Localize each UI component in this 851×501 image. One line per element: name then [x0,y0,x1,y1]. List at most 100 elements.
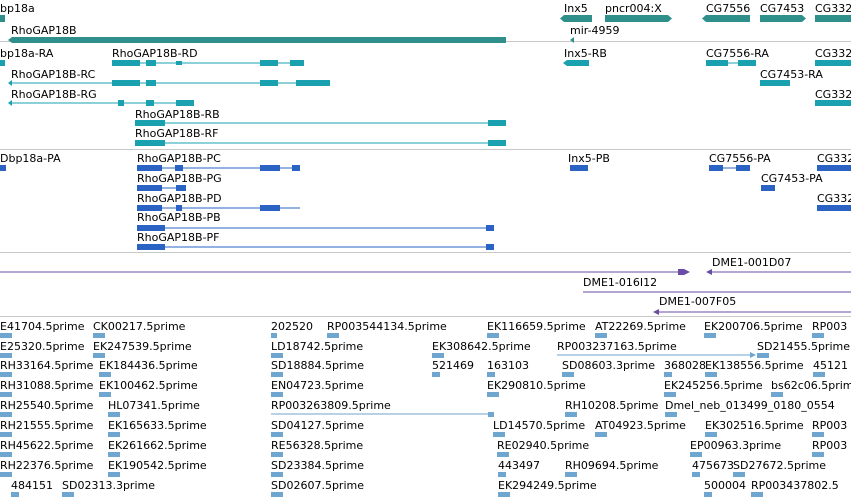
ests-feature-label[interactable]: SD04127.5prime [271,419,364,432]
transcripts-a-feature-label[interactable]: RhoGAP18B-RF [135,127,219,140]
ests-feature-label[interactable]: EN04723.5prime [271,379,364,392]
transcripts-b-feature-label[interactable]: Dbp18a-PA [0,152,61,165]
ests-feature-label[interactable]: AT22269.5prime [595,320,686,333]
ests-feature-label[interactable]: Dmel_neb_013499_0180_0554 [665,399,835,412]
transcripts-a-feature-label[interactable]: CG7453-RA [760,68,823,81]
genes-feature-label[interactable]: pncr004:X [605,2,662,15]
ests-feature-label[interactable]: EK200706.5prime [704,320,803,333]
transcripts-b-feature-label[interactable]: RhoGAP18B-PC [137,152,221,165]
genes-feature-label[interactable]: bp18a [0,2,35,15]
ests-feature-label[interactable]: RP003544134.5prime [327,320,447,333]
ests-feature-label[interactable]: RH25540.5prime [0,399,94,412]
ests-feature-label[interactable]: 475673 [692,459,734,472]
transcripts-a-feature-label[interactable]: CG7556-RA [706,47,769,60]
ests-feature-label[interactable]: RH10208.5prime [565,399,659,412]
ests-feature-label[interactable]: EK294249.5prime [498,479,597,492]
ests-feature-label[interactable]: RH21555.5prime [0,419,94,432]
genes-feature-label[interactable]: RhoGAP18B [11,24,77,37]
ests-feature-label[interactable]: E25320.5prime [0,340,85,353]
gene-feature-RhoGAP18B-arrow [8,37,12,43]
genes-feature-label[interactable]: Inx5 [564,2,588,15]
ests-feature-label[interactable]: RP003 [812,320,848,333]
ests-feature-label[interactable]: RP003437802.5 [751,479,839,492]
ests-feature-label[interactable]: SD08603.3prime [562,359,655,372]
transcripts-a-feature-label[interactable]: CG332 [815,47,851,60]
ests-feature-label[interactable]: E41704.5prime [0,320,85,333]
ests-feature-label[interactable]: EK190542.5prime [108,459,207,472]
transcripts-b-feature-label[interactable]: RhoGAP18B-PB [137,211,221,224]
ests-feature-label[interactable]: RH33164.5prime [0,359,94,372]
transcripts-a-feature-label[interactable]: RhoGAP18B-RD [112,47,198,60]
ests-feature-label[interactable]: LD18742.5prime [271,340,364,353]
ests-feature-label[interactable]: EP00963.3prime [690,439,782,452]
ests-feature-label[interactable]: EK184436.5prime [99,359,198,372]
ests-feature-label[interactable]: RP003263809.5prime [271,399,391,412]
ests-feature-label[interactable]: bs62c06.5prime [771,379,851,392]
ests-feature-label[interactable]: EK247539.5prime [93,340,192,353]
ests-feature-label[interactable]: RP003 [812,439,848,452]
ests-feature-label[interactable]: RH45622.5prime [0,439,94,452]
transcripts-b-feature-label[interactable]: RhoGAP18B-PG [137,172,222,185]
ests-feature-label[interactable]: 500004 [704,479,746,492]
ests-feature-label[interactable]: 443497 [498,459,540,472]
ests-feature-label[interactable]: EK100462.5prime [99,379,198,392]
transcripts-b-feature-label[interactable]: CG7453-PA [761,172,823,185]
ests-feature-label[interactable]: EK138556.5prime [705,359,804,372]
transcripts-a-feature-label[interactable]: CG332 [815,88,851,101]
ests-feature-label[interactable]: EK308642.5prime [432,340,531,353]
clones-feature-label[interactable]: DME1-016I12 [583,276,658,289]
ests-feature-label[interactable]: 45121 [813,359,848,372]
ests-feature-label[interactable]: 163103 [487,359,529,372]
ests-feature-label[interactable]: EK116659.5prime [487,320,586,333]
transcripts-b-feature-label[interactable]: Inx5-PB [568,152,610,165]
gene-feature-Inx5-arrow [560,15,564,22]
genes-feature-label[interactable]: CG7556 [706,2,751,15]
transcripts-a-feature-label[interactable]: RhoGAP18B-RC [11,68,96,81]
track-separator [0,316,851,317]
ests-feature-label[interactable]: RH31088.5prime [0,379,94,392]
transcripts-b-feature-label[interactable]: CG332 [817,192,851,205]
gene-feature-RhoGAP18B [12,37,506,43]
ests-feature-label[interactable]: EK261662.5prime [108,439,207,452]
transcripts-a-feature-label[interactable]: RhoGAP18B-RB [135,108,220,121]
ests-feature-label[interactable]: RH22376.5prime [0,459,94,472]
transcripts-a-feature-label[interactable]: RhoGAP18B-RG [11,88,97,101]
transcripts-a-feature-label[interactable]: bp18a-RA [0,47,54,60]
ests-feature-label[interactable]: SD02313.3prime [62,479,155,492]
ests-feature-label[interactable]: 202520 [271,320,313,333]
gene-feature-CG7556-arrow [702,15,706,22]
ests-feature-label[interactable]: AT04923.5prime [595,419,686,432]
ests-feature-label[interactable]: EK290810.5prime [487,379,586,392]
clones-feature-label[interactable]: DME1-007F05 [659,295,737,308]
transcripts-a-feature-label[interactable]: Inx5-RB [564,47,607,60]
ests-feature-label[interactable]: CK00217.5prime [93,320,186,333]
ests-feature-label[interactable]: 484151 [11,479,53,492]
ests-feature-label[interactable]: RE56328.5prime [271,439,364,452]
transcript-track-b-glyphs [0,165,851,250]
genes-feature-label[interactable]: CG332 [815,2,851,15]
ests-feature-label[interactable]: RP003 [812,419,848,432]
ests-feature-label[interactable]: SD21455.5prime [757,340,850,353]
ests-feature-label[interactable]: EK245256.5prime [664,379,763,392]
transcripts-b-feature-label[interactable]: CG7556-PA [709,152,771,165]
ests-feature-label[interactable]: LD14570.5prime [493,419,586,432]
gene-feature-Inx5 [564,15,592,22]
ests-feature-label[interactable]: 368028 [664,359,706,372]
ests-feature-label[interactable]: SD27672.5prime [733,459,826,472]
transcripts-b-feature-label[interactable]: RhoGAP18B-PF [137,231,220,244]
transcripts-b-feature-label[interactable]: RhoGAP18B-PD [137,192,222,205]
ests-feature-label[interactable]: SD02607.5prime [271,479,364,492]
ests-feature-label[interactable]: RH09694.5prime [565,459,659,472]
transcripts-b-feature-label[interactable]: CG332 [817,152,851,165]
genes-feature-label[interactable]: mir-4959 [570,24,620,37]
genes-feature-label[interactable]: CG7453 [760,2,805,15]
ests-feature-label[interactable]: RE02940.5prime [497,439,590,452]
clones-feature-label[interactable]: DME1-001D07 [712,256,792,269]
ests-feature-label[interactable]: EK165633.5prime [108,419,207,432]
ests-feature-label[interactable]: EK302516.5prime [705,419,804,432]
ests-feature-label[interactable]: RP003237163.5prime [557,340,677,353]
ests-feature-label[interactable]: HL07341.5prime [108,399,200,412]
ests-feature-label[interactable]: SD18884.5prime [271,359,364,372]
ests-feature-label[interactable]: 521469 [432,359,474,372]
ests-feature-label[interactable]: SD23384.5prime [271,459,364,472]
